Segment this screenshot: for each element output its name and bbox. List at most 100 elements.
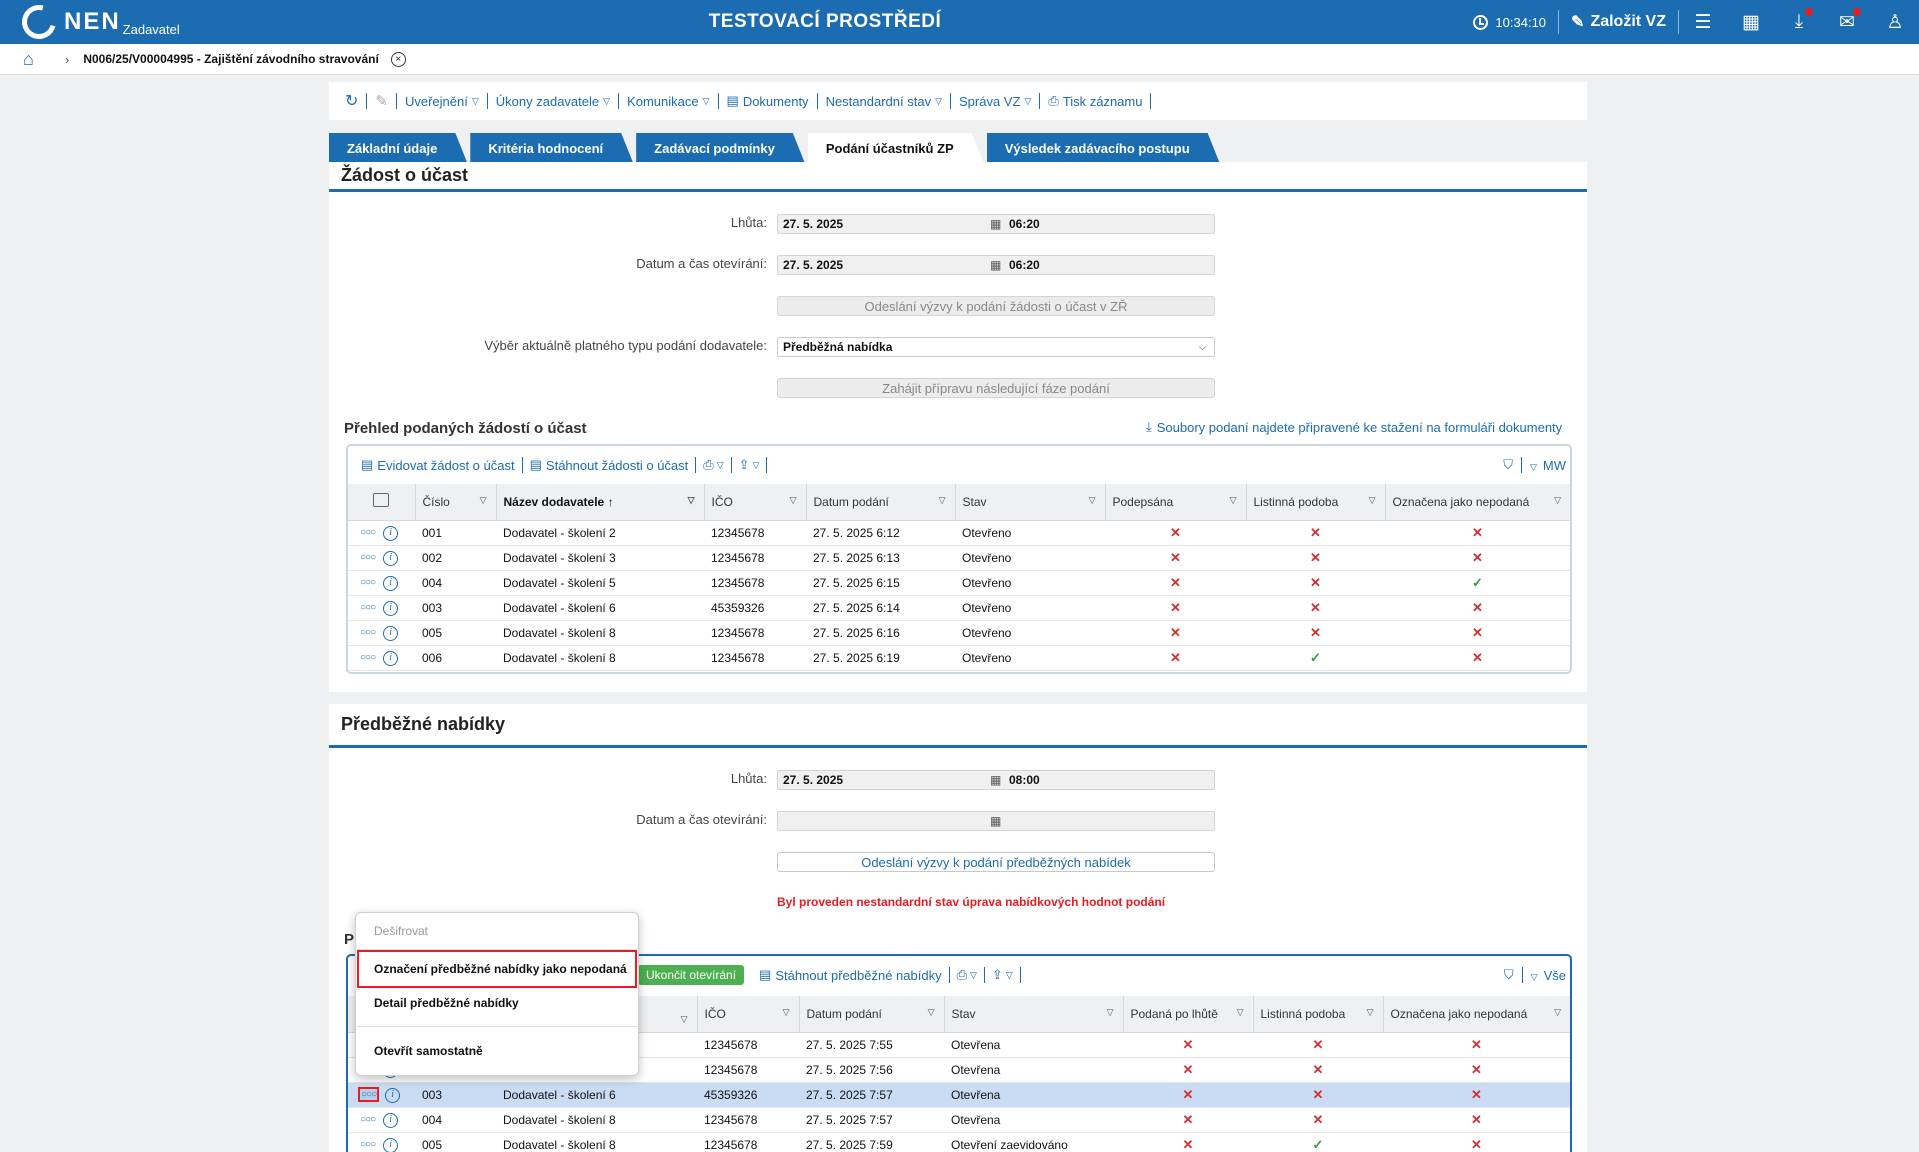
calendar-icon[interactable]: ▦	[1742, 11, 1760, 33]
more-actions-icon[interactable]: ○○○	[360, 527, 376, 538]
column-listinna[interactable]: Listinná podoba ▽	[1246, 484, 1386, 521]
send-invitation-button[interactable]: Odeslání výzvy k podání žádosti o účast …	[777, 296, 1215, 316]
column-datum[interactable]: Datum podání ▽	[799, 996, 945, 1033]
otevirani-time-field[interactable]: 06:20	[1009, 258, 1040, 272]
download-requests-button[interactable]: ▤ Stáhnout žádosti o účast	[523, 457, 697, 473]
column-cislo[interactable]: Číslo ▽	[415, 484, 497, 521]
column-podepsana[interactable]: Podepsána ▽	[1105, 484, 1247, 521]
table-row[interactable]: ○○○ i 002 Dodavatel - školení 3 12345678 27. …	[348, 545, 1570, 571]
view-select[interactable]: ▽ MW	[1529, 457, 1566, 473]
info-icon[interactable]: i	[383, 601, 399, 616]
menu-icon[interactable]: ☰	[1694, 11, 1712, 33]
column-ico[interactable]: IČO ▽	[697, 996, 800, 1033]
column-datum[interactable]: Datum podání ▽	[806, 484, 956, 521]
refresh-icon[interactable]: ↻	[337, 93, 368, 110]
otevirani-date-field[interactable]: 27. 5. 2025	[777, 255, 1215, 275]
info-icon[interactable]: i	[383, 551, 399, 566]
toolbar-komunikace[interactable]: Komunikace ▽	[619, 93, 719, 109]
toolbar-tisk-zaznamu[interactable]: ⎙ Tisk záznamu	[1040, 93, 1152, 109]
column-po-lhute[interactable]: Podaná po lhůtě ▽	[1123, 996, 1254, 1033]
create-vz-button[interactable]: ✎ Založit VZ	[1559, 0, 1678, 44]
info-icon[interactable]: i	[383, 626, 399, 641]
cell-ico: 12345678	[704, 645, 806, 671]
breadcrumb-title[interactable]: N006/25/V00004995 - Zajištění závodního …	[83, 52, 379, 66]
otevirani-date-field[interactable]	[777, 811, 1215, 831]
menu-item-mark-not-submitted[interactable]: Označení předběžné nabídky jako nepodaná	[357, 950, 637, 988]
toolbar-uverejneni[interactable]: Uveřejnění ▽	[397, 93, 488, 109]
lhuta-time-field[interactable]: 06:20	[1009, 217, 1040, 231]
info-icon[interactable]: i	[383, 651, 399, 666]
table-row[interactable]: ○○○ i 003 Dodavatel - školení 6 45359326 27. …	[348, 1082, 1570, 1108]
tab-vysledek-zadavaciho-postupu[interactable]: Výsledek zadávacího postupu	[987, 133, 1220, 163]
register-request-button[interactable]: ▤ Evidovat žádost o účast	[354, 457, 523, 473]
toolbar-sprava-vz[interactable]: Správa VZ ▽	[951, 93, 1041, 109]
more-actions-icon[interactable]: ○○○	[357, 1087, 380, 1102]
export-menu[interactable]: ⇪ ▽	[985, 967, 1021, 983]
nen-logo[interactable]: NEN Zadavatel	[15, 0, 180, 46]
column-nepodana[interactable]: Označena jako nepodaná ▽	[1383, 996, 1570, 1033]
table-row[interactable]: ○○○ i 001 Dodavatel - školení 2 12345678 27. …	[348, 520, 1570, 546]
cell-nepodana: ✕	[1385, 620, 1570, 646]
table-row[interactable]: ○○○ i 004 Dodavatel - školení 5 12345678 27. …	[348, 570, 1570, 596]
table-row[interactable]: ○○○ i 003 Dodavatel - školení 6 45359326 27. …	[348, 595, 1570, 621]
lhuta-time-field[interactable]: 08:00	[1009, 773, 1040, 787]
calendar-icon[interactable]: ▦	[990, 258, 1002, 272]
home-icon[interactable]: ⌂	[23, 49, 34, 69]
column-nepodana[interactable]: Označena jako nepodaná ▽	[1385, 484, 1570, 521]
menu-item-offer-detail[interactable]: Detail předběžné nabídky	[374, 996, 519, 1010]
download-offers-button[interactable]: ▤ Stáhnout předběžné nabídky	[752, 967, 950, 983]
table-row[interactable]: ○○○ i 005 Dodavatel - školení 8 12345678 27. …	[348, 1132, 1570, 1152]
column-stav[interactable]: Stav ▽	[955, 484, 1106, 521]
table-row[interactable]: ○○○ i 005 Dodavatel - školení 8 12345678 27. …	[348, 620, 1570, 646]
column-stav[interactable]: Stav ▽	[944, 996, 1124, 1033]
lhuta-date-field[interactable]: 27. 5. 2025	[777, 214, 1215, 234]
info-icon[interactable]: i	[383, 576, 399, 591]
end-opening-button[interactable]: Ukončit otevírání	[638, 965, 745, 985]
print-menu[interactable]: ⎙ ▽	[696, 457, 732, 473]
info-icon[interactable]: i	[383, 526, 399, 541]
tab-podani-ucastniku[interactable]: Podání účastníků ZP	[808, 133, 984, 163]
info-icon[interactable]: i	[385, 1088, 401, 1103]
column-ico[interactable]: IČO ▽	[704, 484, 807, 521]
calendar-icon[interactable]: ▦	[990, 814, 1002, 828]
mail-icon[interactable]: ✉	[1823, 0, 1871, 44]
menu-item-desifrovat[interactable]: Dešifrovat	[374, 924, 429, 938]
info-icon[interactable]: i	[383, 1113, 399, 1128]
tab-kriteria-hodnoceni[interactable]: Kritéria hodnocení	[470, 133, 633, 163]
more-actions-icon[interactable]: ○○○	[360, 1114, 376, 1125]
column-settings[interactable]	[348, 484, 416, 521]
toolbar-ukony-zadavatele[interactable]: Úkony zadavatele ▽	[488, 93, 620, 109]
column-listinna[interactable]: Listinná podoba ▽	[1253, 996, 1384, 1033]
user-icon[interactable]: ♙	[1886, 11, 1904, 33]
more-actions-icon[interactable]: ○○○	[360, 602, 376, 613]
more-actions-icon[interactable]: ○○○	[360, 652, 376, 663]
filter-icon[interactable]: ⛉	[1503, 457, 1513, 472]
column-nazev[interactable]: Název dodavatele ↑ ▽	[496, 484, 705, 521]
more-actions-icon[interactable]: ○○○	[360, 552, 376, 563]
send-preliminary-invitation-button[interactable]: Odeslání výzvy k podání předběžných nabí…	[777, 852, 1215, 872]
calendar-icon[interactable]: ▦	[990, 217, 1002, 231]
calendar-icon[interactable]: ▦	[990, 773, 1002, 787]
more-actions-icon[interactable]: ○○○	[360, 577, 376, 588]
prepare-next-phase-button[interactable]: Zahájit přípravu následující fáze podání	[777, 378, 1215, 398]
filter-icon[interactable]: ⛉	[1503, 967, 1514, 982]
download-icon[interactable]: ⤓	[1775, 0, 1823, 44]
lhuta-date-field[interactable]: 27. 5. 2025	[777, 770, 1215, 790]
view-select[interactable]: ▽ Vše	[1530, 967, 1566, 983]
type-select[interactable]: Předběžná nabídka ⌵	[777, 337, 1215, 357]
toolbar-nestandardni-stav[interactable]: Nestandardní stav ▽	[818, 93, 951, 109]
more-actions-icon[interactable]: ○○○	[360, 627, 376, 638]
menu-item-open-separately[interactable]: Otevřít samostatně	[374, 1044, 483, 1058]
tab-zakladni-udaje[interactable]: Základní údaje	[329, 133, 467, 163]
more-actions-icon[interactable]: ○○○	[360, 1139, 376, 1150]
table-row[interactable]: ○○○ i 004 Dodavatel - školení 8 12345678 27. …	[348, 1107, 1570, 1133]
table-row[interactable]: ○○○ i 006 Dodavatel - školení 8 12345678 27. …	[348, 645, 1570, 671]
edit-icon[interactable]: ✎	[367, 93, 397, 110]
download-files-link[interactable]: ⤓ Soubory podaní najdete připravené ke st…	[1146, 419, 1563, 435]
export-menu[interactable]: ⇪ ▽	[732, 457, 768, 473]
close-icon[interactable]: ×	[390, 51, 406, 67]
info-icon[interactable]: i	[383, 1138, 399, 1152]
toolbar-dokumenty[interactable]: ▤ Dokumenty	[719, 93, 818, 109]
print-menu[interactable]: ⎙ ▽	[950, 967, 985, 983]
tab-zadavaci-podminky[interactable]: Zadávací podmínky	[636, 133, 805, 163]
